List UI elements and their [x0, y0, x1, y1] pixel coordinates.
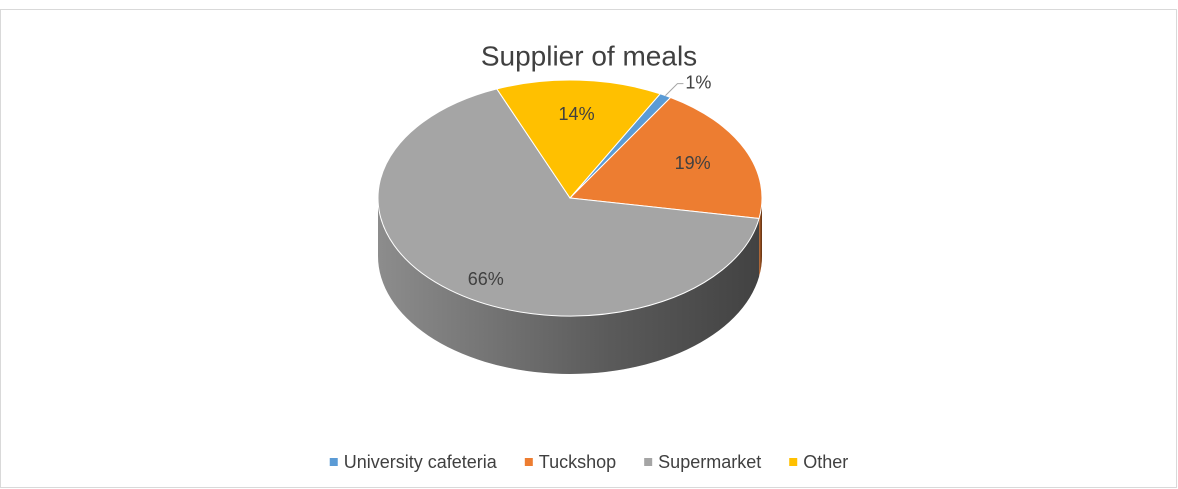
data-label: 19% [675, 153, 711, 173]
legend: University cafeteria Tuckshop Supermarket O… [329, 452, 848, 472]
slice [568, 96, 763, 220]
legend-label: Tuckshop [539, 452, 616, 472]
legend-swatch [524, 458, 533, 466]
data-label: 66% [468, 269, 504, 289]
legend-label: Supermarket [658, 452, 761, 472]
pie: 1% 19% 66% 14% [377, 72, 763, 374]
legend-label: University cafeteria [344, 452, 498, 472]
legend-swatch [329, 458, 338, 466]
slice-side-shade [378, 198, 760, 374]
legend-swatch [789, 458, 798, 466]
leader-line [665, 83, 684, 96]
slice [496, 79, 662, 199]
chart-title: Supplier of meals [481, 40, 697, 71]
legend-swatch [644, 458, 653, 466]
legend-label: Other [803, 452, 848, 472]
data-label: 14% [559, 104, 595, 124]
data-label: 1% [685, 72, 711, 92]
slice [377, 88, 760, 317]
